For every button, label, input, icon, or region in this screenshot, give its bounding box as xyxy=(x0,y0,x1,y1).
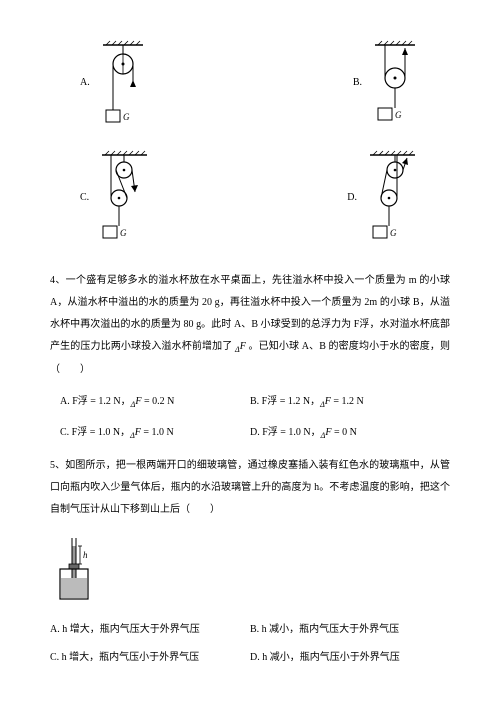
label-A: A. xyxy=(80,74,90,92)
label-C: C. xyxy=(80,189,89,207)
q5-option-C: C. h 增大，瓶内气压小于外界气压 xyxy=(50,649,250,667)
q4-option-C: C. F浮 = 1.0 N，ΔF = 1.0 N xyxy=(60,424,250,443)
svg-text:h: h xyxy=(83,550,88,560)
q4-option-D: D. F浮 = 1.0 N，ΔF = 0 N xyxy=(250,424,440,443)
q5-option-A: A. h 增大，瓶内气压大于外界气压 xyxy=(50,621,250,639)
svg-text:G: G xyxy=(123,112,130,122)
q4-option-B: B. F浮 = 1.2 N，ΔF = 1.2 N xyxy=(250,393,440,412)
q4-deltaF-1: ΔF xyxy=(235,341,246,352)
label-D: D. xyxy=(347,189,357,207)
diagram-q5: h xyxy=(50,536,450,606)
diagram-C: C. G xyxy=(80,150,152,245)
question-4: 4、一个盛有足够多水的溢水杯放在水平桌面上，先往溢水杯中投入一个质量为 m 的小… xyxy=(50,270,450,381)
barometer-icon: h xyxy=(50,536,100,606)
question-5: 5、如图所示，把一根两端开口的细玻璃管，通过橡皮塞插入装有红色水的玻璃瓶中，从管… xyxy=(50,455,450,521)
diagram-B: B. G xyxy=(353,40,420,125)
q5-option-D: D. h 减小，瓶内气压小于外界气压 xyxy=(250,649,450,667)
svg-text:G: G xyxy=(395,110,402,120)
diagram-row-1: A. G B. xyxy=(50,40,450,125)
q4-options-row1: A. F浮 = 1.2 N，ΔF = 0.2 N B. F浮 = 1.2 N，Δ… xyxy=(50,393,450,412)
svg-text:G: G xyxy=(120,228,127,238)
pulley-icon-A: G xyxy=(98,40,148,125)
q4-options-row2: C. F浮 = 1.0 N，ΔF = 1.0 N D. F浮 = 1.0 N，Δ… xyxy=(50,424,450,443)
pulley-icon-B: G xyxy=(370,40,420,125)
pulley-icon-C: G xyxy=(97,150,152,245)
q5-options-row1: A. h 增大，瓶内气压大于外界气压 B. h 减小，瓶内气压大于外界气压 xyxy=(50,621,450,639)
diagram-A: A. G xyxy=(80,40,148,125)
q5-option-B: B. h 减小，瓶内气压大于外界气压 xyxy=(250,621,450,639)
q4-option-A: A. F浮 = 1.2 N，ΔF = 0.2 N xyxy=(60,393,250,412)
q5-options-row2: C. h 增大，瓶内气压小于外界气压 D. h 减小，瓶内气压小于外界气压 xyxy=(50,649,450,667)
svg-text:G: G xyxy=(390,228,397,238)
pulley-icon-D: G xyxy=(365,150,420,245)
diagram-row-2: C. G D. xyxy=(50,150,450,245)
diagram-D: D. G xyxy=(347,150,420,245)
label-B: B. xyxy=(353,74,362,92)
